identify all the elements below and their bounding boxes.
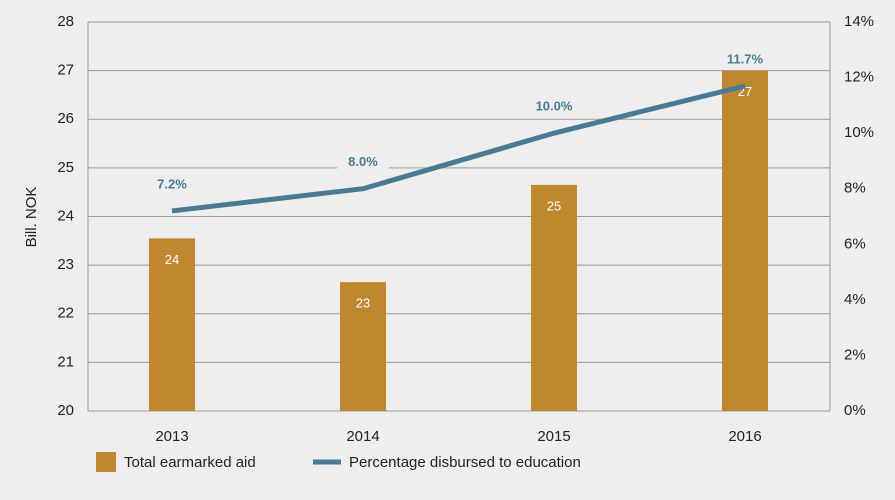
value-label-bg bbox=[337, 153, 389, 172]
y2-tick-label: 0% bbox=[844, 402, 866, 419]
y-tick-label: 26 bbox=[57, 110, 74, 127]
y-axis-label: Bill. NOK bbox=[23, 187, 40, 248]
y-tick-label: 23 bbox=[57, 256, 74, 273]
y-tick-label: 22 bbox=[57, 305, 74, 322]
y-tick-label: 27 bbox=[57, 62, 74, 79]
bar bbox=[149, 238, 195, 411]
bar bbox=[531, 184, 577, 411]
legend-swatch bbox=[96, 452, 116, 472]
line-value-label: 10.0% bbox=[536, 99, 573, 114]
value-label-bg bbox=[528, 98, 580, 117]
y-tick-label: 24 bbox=[57, 207, 74, 224]
y-tick-label: 21 bbox=[57, 353, 74, 370]
y-tick-label: 25 bbox=[57, 159, 74, 176]
y2-tick-label: 12% bbox=[844, 69, 874, 86]
bar-value-label: 23 bbox=[356, 296, 370, 311]
x-tick-label: 2015 bbox=[537, 428, 570, 445]
y2-tick-label: 4% bbox=[844, 291, 866, 308]
value-label-bg bbox=[719, 50, 771, 69]
line-value-label: 7.2% bbox=[157, 176, 187, 191]
y2-tick-label: 8% bbox=[844, 180, 866, 197]
x-tick-label: 2014 bbox=[346, 428, 379, 445]
y2-tick-label: 2% bbox=[844, 346, 866, 363]
bar bbox=[722, 70, 768, 411]
legend-label: Percentage disbursed to education bbox=[349, 454, 581, 471]
y2-tick-label: 6% bbox=[844, 235, 866, 252]
y2-tick-label: 14% bbox=[844, 13, 874, 30]
legend-label: Total earmarked aid bbox=[124, 454, 256, 471]
x-tick-label: 2016 bbox=[728, 428, 761, 445]
bar-value-label: 24 bbox=[165, 252, 179, 267]
line-value-label: 8.0% bbox=[348, 154, 378, 169]
x-tick-label: 2013 bbox=[155, 428, 188, 445]
y2-tick-label: 10% bbox=[844, 124, 874, 141]
line bbox=[171, 83, 746, 214]
y-tick-label: 28 bbox=[57, 13, 74, 30]
y-tick-label: 20 bbox=[57, 402, 74, 419]
value-label-bg bbox=[146, 175, 198, 194]
line-value-label: 11.7% bbox=[727, 51, 764, 66]
bar bbox=[340, 282, 386, 411]
bar-value-label: 25 bbox=[547, 198, 561, 213]
